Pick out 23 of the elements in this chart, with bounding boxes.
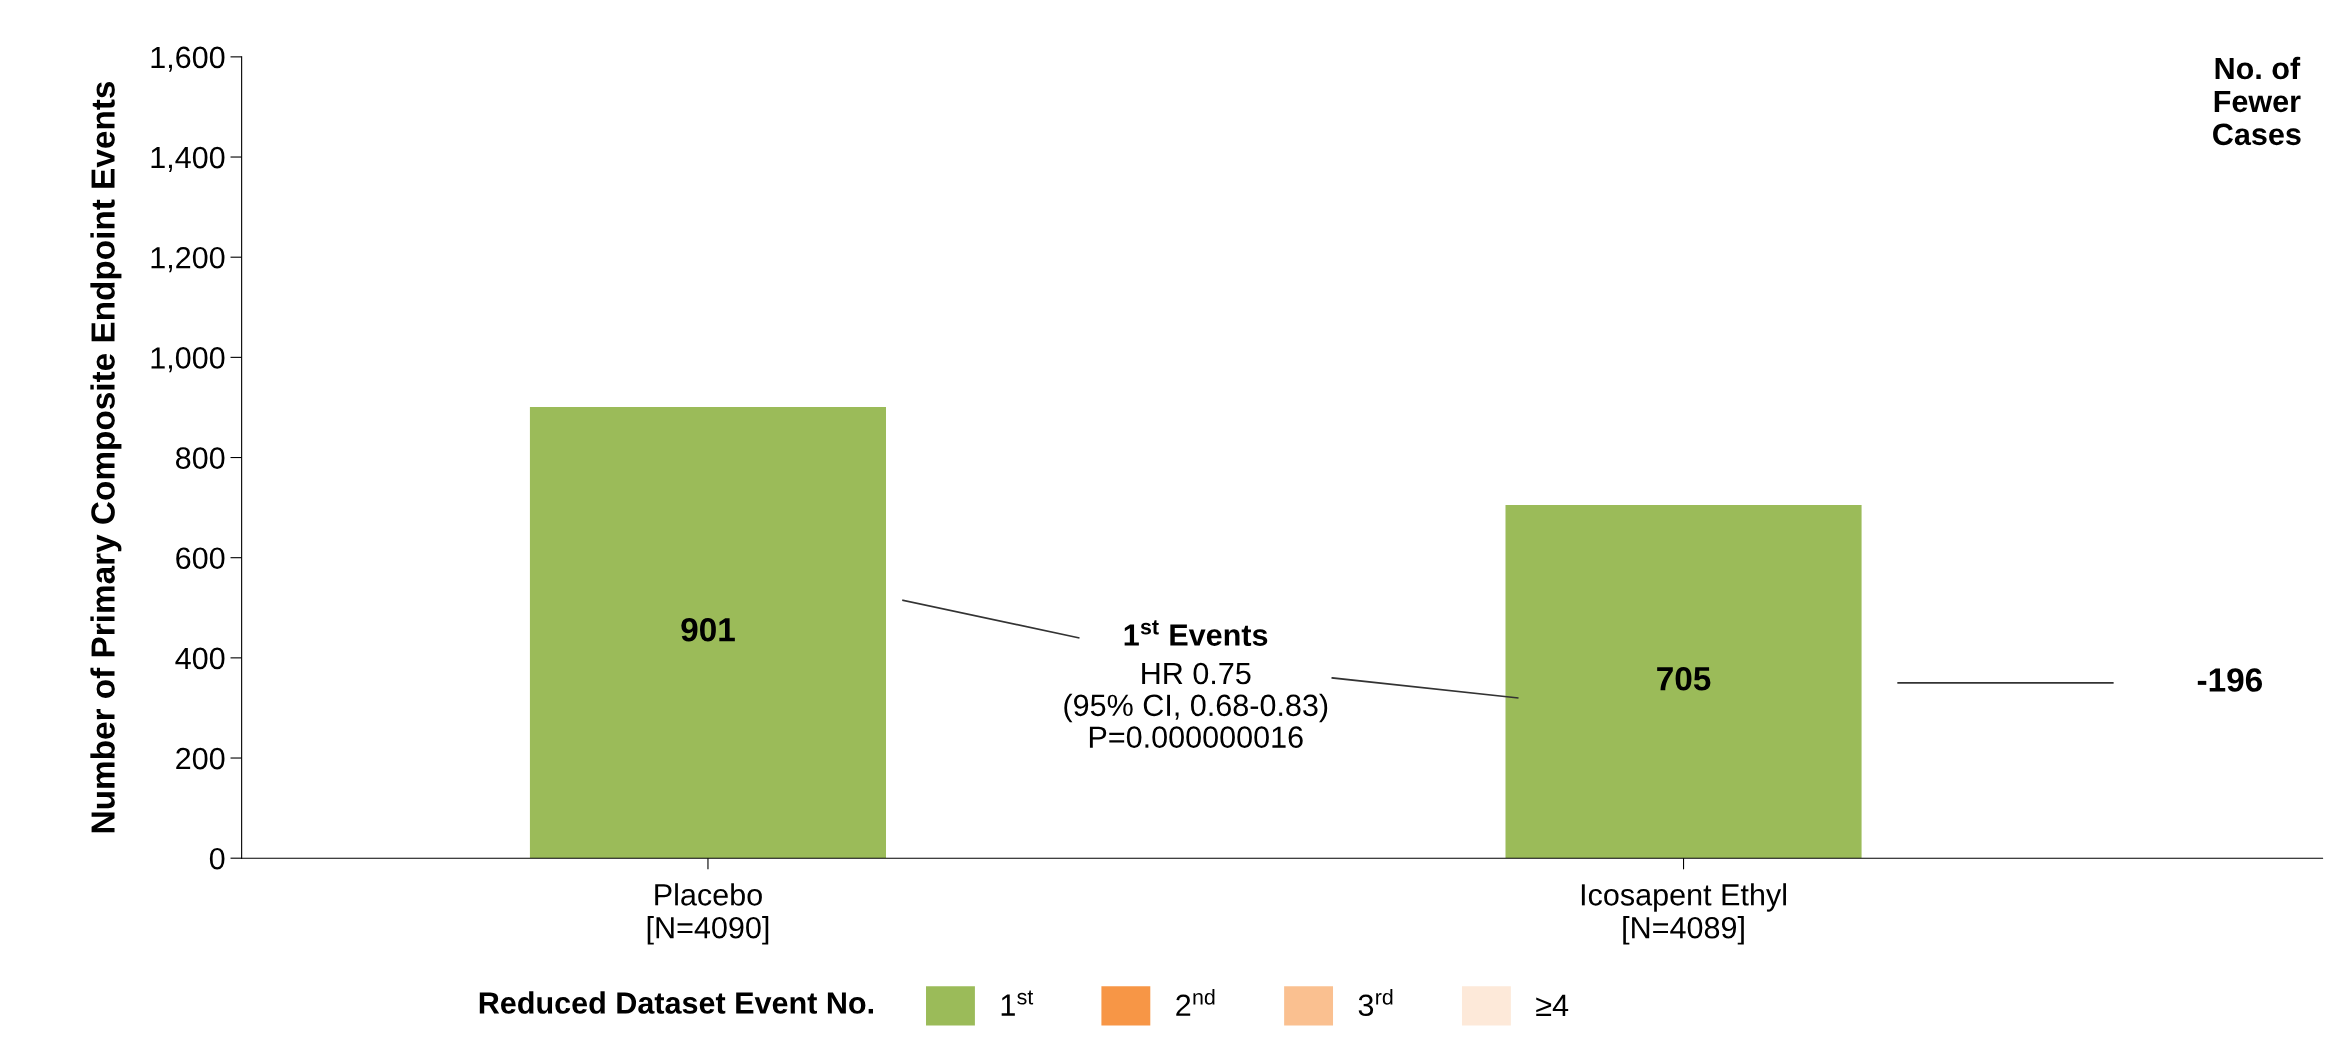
- annotation: No. of Fewer Cases: [2213, 56, 2301, 146]
- legend-label: 1$^{st}$: [1001, 990, 1034, 1016]
- legend-label: ≥4: [1536, 994, 1569, 1016]
- annotation: HR 0.75 (95% CI, 0.68-0.83) P=0.000000016: [1064, 662, 1328, 748]
- y-tick-label: 1,200: [151, 246, 225, 273]
- y-tick-label: 800: [176, 447, 225, 469]
- y-tick-label: 0: [209, 847, 225, 870]
- y-axis-title: Number of Primary Composite Endpoint Events: [90, 81, 122, 833]
- annotation: 1$^{st}$ Events: [1124, 620, 1268, 646]
- legend-label: 2$^{nd}$: [1176, 988, 1215, 1016]
- y-tick-label: 1,000: [151, 347, 225, 373]
- x-tick-label: Placebo [N=4090]: [647, 883, 769, 945]
- data-label: 705: [1657, 667, 1711, 691]
- y-tick-label: 600: [176, 547, 225, 570]
- y-tick-label: 1,400: [151, 146, 225, 173]
- y-tick-label: 200: [176, 747, 225, 770]
- data-label: 901: [681, 617, 735, 642]
- annotation: -196: [2197, 668, 2263, 692]
- legend-title: Reduced Dataset Event No.: [479, 991, 873, 1014]
- y-tick-label: 400: [175, 647, 225, 670]
- legend-label: 3$^{rd}$: [1358, 988, 1393, 1017]
- x-tick-label: Icosapent Ethyl [N=4089]: [1581, 883, 1786, 945]
- y-tick-label: 1,600: [151, 46, 225, 72]
